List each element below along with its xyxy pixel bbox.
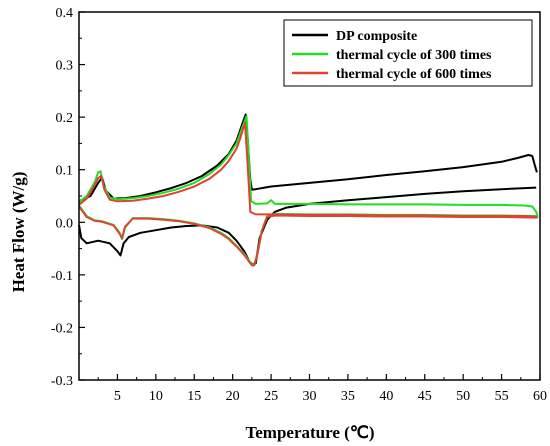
x-tick-label: 30 [303, 389, 317, 404]
y-tick-label: 0.4 [56, 6, 74, 21]
x-tick-label: 15 [187, 389, 201, 404]
x-axis-title: Temperature (℃) [245, 423, 374, 442]
legend-label-dp-composite: DP composite [336, 29, 417, 44]
y-tick-label: 0.0 [56, 216, 74, 231]
x-tick-label: 5 [114, 389, 121, 404]
x-tick-label: 35 [341, 389, 355, 404]
series-2-line-heating [78, 115, 539, 218]
axes-layer: 5 10 15 20 25 30 35 40 45 50 55 60 -0.3 -0.2 -0.1 0.0 0.… [51, 6, 547, 404]
y-tick-label: 0.3 [56, 59, 74, 74]
legend: DP composite thermal cycle of 300 times … [283, 19, 533, 87]
legend-label-600-cycles: thermal cycle of 600 times [336, 67, 492, 82]
y-tick-label: 0.1 [56, 164, 74, 179]
x-tick-label: 25 [264, 389, 278, 404]
y-tick-label: -0.3 [51, 374, 73, 389]
x-tick-label: 60 [533, 389, 547, 404]
series-3 [78, 122, 539, 267]
x-tick-label: 55 [495, 389, 509, 404]
x-tick-label: 45 [418, 389, 432, 404]
x-tick-label: 20 [226, 389, 240, 404]
y-tick-label: -0.1 [51, 269, 73, 284]
x-tick-label: 40 [379, 389, 393, 404]
y-axis-title: Heat Flow (W/g) [9, 172, 28, 293]
series-3-line-cooling [78, 205, 537, 267]
legend-label-300-cycles: thermal cycle of 300 times [336, 48, 492, 63]
x-tick-label: 50 [456, 389, 470, 404]
series-1-line-cooling [78, 186, 537, 266]
x-tick-label: 10 [149, 389, 163, 404]
y-tick-label: 0.2 [56, 111, 74, 126]
series-layer [78, 113, 539, 267]
y-tick-label: -0.2 [51, 321, 73, 336]
